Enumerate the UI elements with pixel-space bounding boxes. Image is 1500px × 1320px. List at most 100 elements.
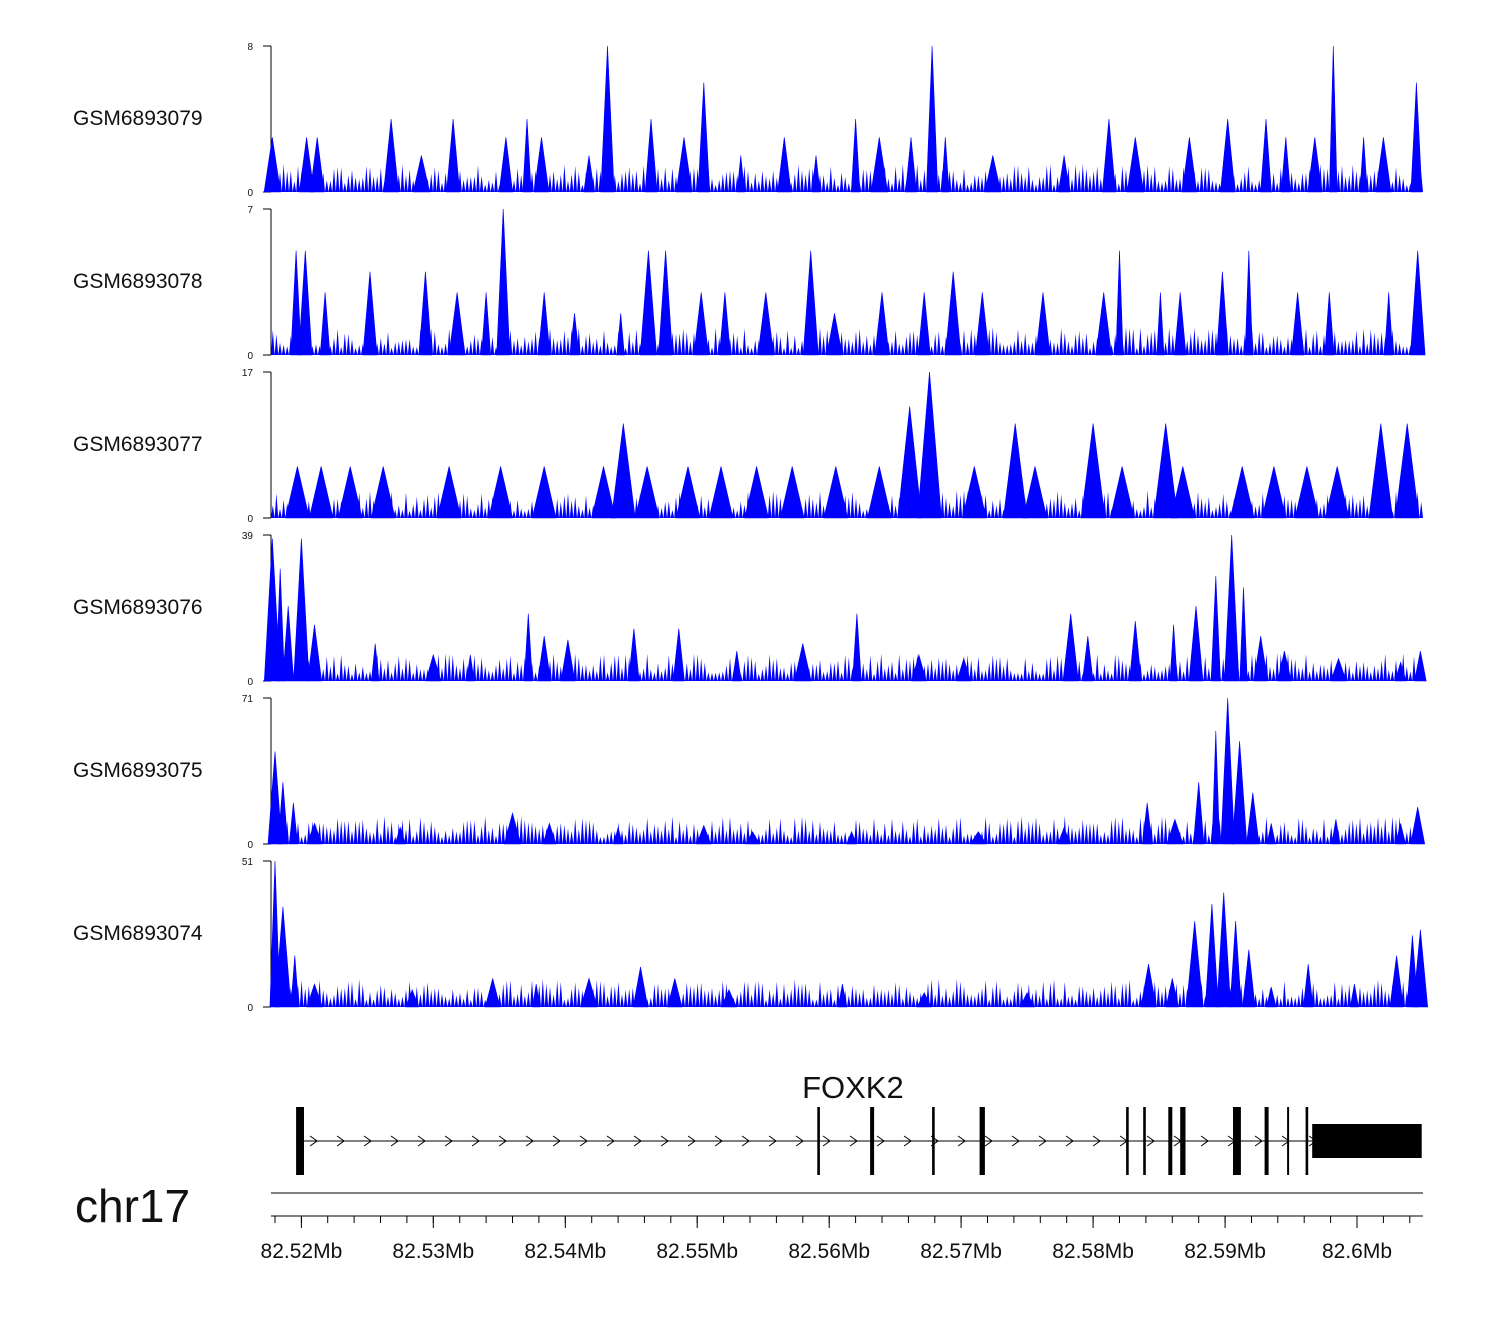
coverage-peak (616, 313, 625, 356)
coverage-peak (542, 822, 557, 845)
coverage-peak (1242, 949, 1256, 1008)
coverage-peak (436, 466, 462, 519)
gene-exon (296, 1107, 304, 1175)
coverage-peak (672, 628, 685, 682)
strand-arrow (525, 1135, 534, 1147)
coverage-peak (591, 466, 616, 519)
coverage-peak (484, 978, 501, 1008)
coverage-peak (658, 250, 673, 356)
coverage-peak (1095, 292, 1112, 356)
strand-arrow (1146, 1135, 1155, 1147)
coverage-peak (1229, 466, 1255, 519)
strand-arrow (849, 1135, 858, 1147)
coverage-peak (719, 292, 731, 356)
coverage-peak (290, 250, 302, 356)
track-GSM6893075: GSM6893075 0 71 (73, 694, 1426, 851)
coverage-peak (412, 155, 431, 193)
coverage-peak (1244, 250, 1253, 356)
coverage-peak (1216, 892, 1232, 1008)
coverage-peak (1395, 823, 1406, 845)
coverage-peak (731, 651, 742, 682)
strand-arrow (1092, 1135, 1101, 1147)
coverage-peak (757, 292, 775, 356)
coverage-peak (708, 466, 734, 519)
coverage-peak (675, 137, 693, 193)
coverage-peak (277, 782, 289, 845)
track-GSM6893079: GSM6893079 0 8 (73, 42, 1423, 199)
coverage-peak (307, 624, 322, 682)
coverage-peak (975, 292, 990, 356)
strand-arrow (795, 1135, 804, 1147)
coverage-peak (298, 250, 313, 356)
chromosome-label: chr17 (75, 1180, 190, 1232)
coverage-peak (1141, 802, 1153, 845)
coverage-peak (1082, 636, 1094, 682)
coverage-peak (1412, 929, 1429, 1008)
track-GSM6893076: GSM6893076 0 39 (73, 531, 1427, 688)
coverage-peak (418, 271, 433, 356)
gene-exon (1312, 1124, 1422, 1158)
coverage-peak (1277, 651, 1292, 682)
coverage-peak (1188, 606, 1204, 682)
strand-arrow (390, 1135, 399, 1147)
coverage-peak (532, 984, 541, 1008)
coverage-peak (1193, 782, 1205, 845)
coverage-peak (298, 137, 315, 193)
coverage-peak (394, 826, 406, 845)
coverage-peak (466, 654, 475, 682)
track-label: GSM6893075 (73, 759, 203, 782)
strand-arrow (687, 1135, 696, 1147)
coverage-peak (488, 466, 513, 519)
strand-arrow (471, 1135, 480, 1147)
coverage-peak (1129, 621, 1142, 682)
coverage-peak (852, 613, 862, 682)
coverage-peak (917, 371, 942, 519)
coverage-peak (263, 137, 281, 193)
coverage-peak (1181, 137, 1198, 193)
y-tick-label-max: 71 (242, 694, 254, 705)
coverage-peak (1303, 964, 1314, 1008)
coverage-peak (632, 966, 649, 1008)
coverage-peak (802, 250, 819, 356)
y-tick-label-min: 0 (247, 188, 253, 199)
coverage-peak (1266, 986, 1277, 1008)
y-tick-label-max: 7 (247, 205, 253, 216)
coverage-peak (1307, 137, 1323, 193)
coverage-peak (1165, 978, 1179, 1008)
coverage-peak (282, 606, 295, 682)
coverage-peak (306, 822, 323, 845)
track-label: GSM6893076 (73, 596, 203, 619)
coverage-tracks: GSM689307908GSM689307807GSM6893077017GSM… (73, 42, 1429, 1014)
coverage-peak (481, 292, 492, 356)
coverage-peak (1224, 534, 1240, 682)
x-tick-label: 82.52Mb (261, 1240, 343, 1263)
coverage-peak (1394, 661, 1407, 682)
coverage-peak (1384, 292, 1394, 356)
gene-name-label: FOXK2 (802, 1070, 904, 1105)
coverage-peak (897, 406, 922, 519)
coverage-peak (1329, 45, 1338, 193)
coverage-peak (667, 978, 683, 1008)
strand-arrow (579, 1135, 588, 1147)
coverage-peak (720, 989, 737, 1008)
x-tick-label: 82.6Mb (1322, 1240, 1392, 1263)
x-tick-label: 82.59Mb (1184, 1240, 1266, 1263)
coverage-peak (1169, 624, 1178, 682)
coverage-peak (1022, 466, 1048, 519)
track-GSM6893078: GSM6893078 0 7 (73, 205, 1426, 362)
coverage-peak (1140, 964, 1157, 1008)
coverage-peak (628, 628, 640, 682)
coverage-peak (1080, 423, 1106, 519)
gene-exon (817, 1107, 820, 1175)
coverage-peak (1035, 292, 1051, 356)
coverage-peak (1375, 137, 1392, 193)
coverage-peak (1229, 921, 1242, 1008)
coverage-peak (1349, 984, 1359, 1008)
y-tick-label-max: 39 (242, 531, 254, 542)
strand-arrow (444, 1135, 453, 1147)
coverage-peak (383, 118, 399, 193)
coverage-peak (496, 208, 511, 356)
coverage-peak (274, 906, 292, 1008)
gene-exon (932, 1107, 935, 1175)
coverage-peak (1102, 118, 1116, 193)
